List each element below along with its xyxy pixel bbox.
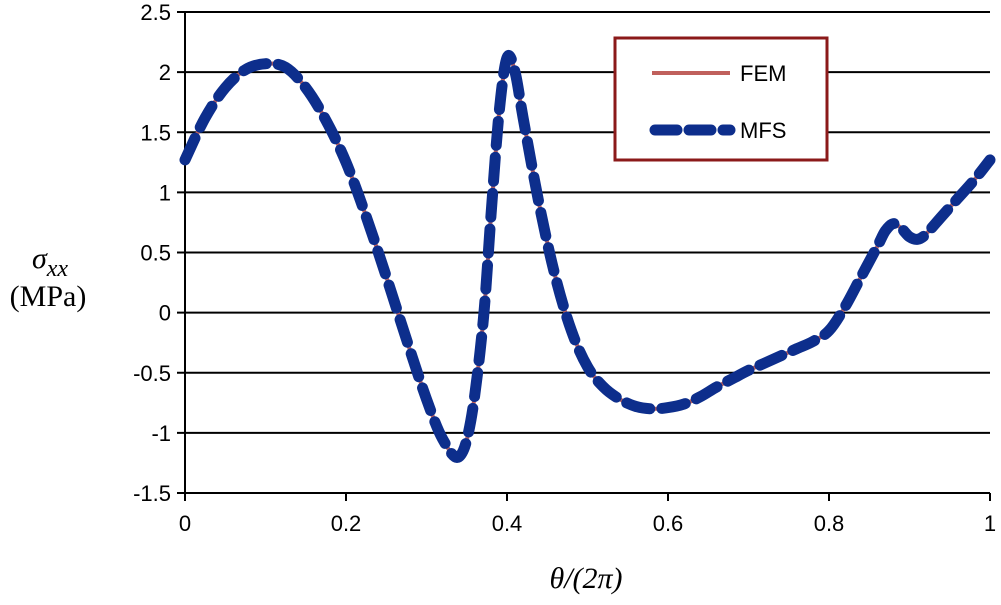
legend-box <box>613 36 829 162</box>
legend: FEM MFS <box>613 36 829 162</box>
x-tick-label-2: 0.4 <box>492 511 523 536</box>
series-layer <box>179 50 996 463</box>
x-tick-label-4: 0.8 <box>814 511 845 536</box>
y-tick-label-6: 1.5 <box>140 120 171 145</box>
x-tick-label-0: 0 <box>179 511 191 536</box>
y-tick-label-7: 2 <box>159 60 171 85</box>
legend-fem-label: FEM <box>740 61 786 86</box>
series-mfs-line <box>179 50 996 463</box>
y-axis-label-symbol: σxx <box>32 242 68 282</box>
axes-layer <box>177 11 991 501</box>
y-tick-label-5: 1 <box>159 180 171 205</box>
grid-layer <box>185 11 990 494</box>
y-tick-labels: -1.5 -1 -0.5 0 0.5 1 1.5 2 2.5 <box>133 0 171 506</box>
y-tick-label-2: -0.5 <box>133 361 171 386</box>
x-tick-label-3: 0.6 <box>653 511 684 536</box>
y-axis-label-subscript: xx <box>46 256 69 282</box>
x-tick-label-5: 1 <box>984 511 996 536</box>
y-tick-label-0: -1.5 <box>133 481 171 506</box>
legend-mfs-label: MFS <box>740 118 786 143</box>
x-tick-labels: 0 0.2 0.4 0.6 0.8 1 <box>179 511 996 536</box>
y-tick-label-4: 0.5 <box>140 241 171 266</box>
y-tick-label-3: 0 <box>159 301 171 326</box>
y-axis-label-sigma: σ <box>32 242 48 275</box>
y-axis-label-unit: (MPa) <box>10 280 87 313</box>
y-tick-label-1: -1 <box>151 421 171 446</box>
y-tick-label-8: 2.5 <box>140 0 171 25</box>
x-axis-label: θ/(2π) <box>549 562 622 595</box>
x-tick-label-1: 0.2 <box>331 511 362 536</box>
